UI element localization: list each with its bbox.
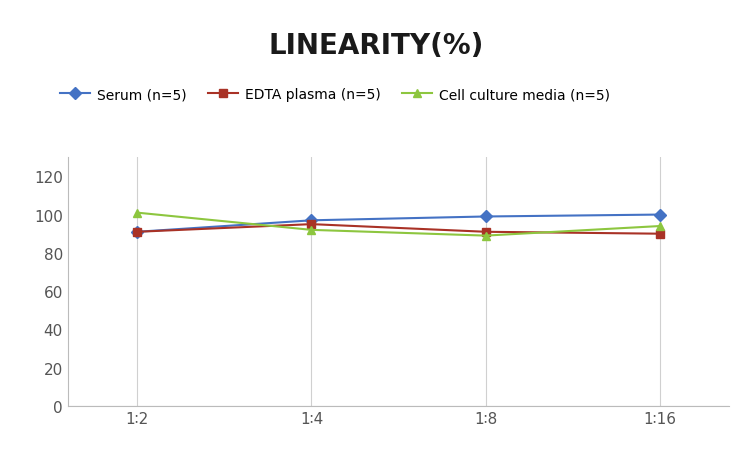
Line: Cell culture media (n=5): Cell culture media (n=5) bbox=[133, 209, 664, 240]
Legend: Serum (n=5), EDTA plasma (n=5), Cell culture media (n=5): Serum (n=5), EDTA plasma (n=5), Cell cul… bbox=[59, 88, 610, 102]
EDTA plasma (n=5) bbox=[307, 222, 316, 227]
Serum (n=5) bbox=[133, 230, 142, 235]
Cell culture media (n=5) bbox=[133, 211, 142, 216]
Cell culture media (n=5) bbox=[481, 233, 490, 239]
EDTA plasma (n=5) bbox=[133, 230, 142, 235]
Serum (n=5) bbox=[655, 212, 664, 218]
EDTA plasma (n=5) bbox=[655, 231, 664, 237]
Line: Serum (n=5): Serum (n=5) bbox=[133, 211, 664, 236]
Cell culture media (n=5) bbox=[307, 228, 316, 233]
EDTA plasma (n=5) bbox=[481, 230, 490, 235]
Cell culture media (n=5) bbox=[655, 224, 664, 229]
Text: LINEARITY(%): LINEARITY(%) bbox=[268, 32, 484, 60]
Serum (n=5) bbox=[307, 218, 316, 224]
Line: EDTA plasma (n=5): EDTA plasma (n=5) bbox=[133, 221, 664, 238]
Serum (n=5) bbox=[481, 214, 490, 220]
